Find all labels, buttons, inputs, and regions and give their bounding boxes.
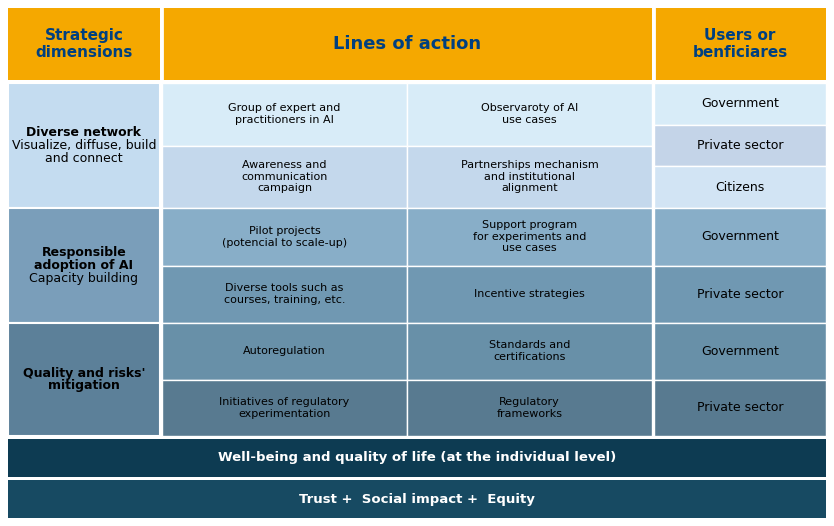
Text: Pilot projects
(potencial to scale-up): Pilot projects (potencial to scale-up) bbox=[222, 226, 347, 248]
Text: Diverse tools such as
courses, training, etc.: Diverse tools such as courses, training,… bbox=[224, 284, 345, 305]
Bar bbox=[8, 8, 160, 80]
Bar bbox=[654, 83, 826, 125]
Bar bbox=[654, 266, 826, 323]
Text: Private sector: Private sector bbox=[696, 401, 783, 414]
Bar bbox=[654, 166, 826, 208]
Text: Private sector: Private sector bbox=[696, 288, 783, 301]
Bar bbox=[407, 266, 652, 323]
Text: Strategic
dimensions: Strategic dimensions bbox=[35, 28, 133, 60]
Bar bbox=[407, 208, 652, 266]
Text: and connect: and connect bbox=[45, 152, 123, 165]
Bar bbox=[407, 323, 652, 379]
Bar bbox=[8, 83, 160, 208]
Bar bbox=[8, 208, 160, 323]
Bar bbox=[162, 83, 407, 146]
Text: Capacity building: Capacity building bbox=[29, 272, 138, 285]
Bar bbox=[162, 266, 407, 323]
Text: Government: Government bbox=[701, 345, 779, 358]
Text: Partnerships mechanism
and institutional
alignment: Partnerships mechanism and institutional… bbox=[460, 160, 598, 194]
Bar bbox=[654, 323, 826, 379]
Bar bbox=[8, 480, 826, 518]
Text: Visualize, diffuse, build: Visualize, diffuse, build bbox=[12, 139, 156, 152]
Text: Incentive strategies: Incentive strategies bbox=[474, 289, 585, 299]
Text: Users or
benficiares: Users or benficiares bbox=[692, 28, 787, 60]
Bar bbox=[407, 83, 652, 146]
Bar bbox=[407, 379, 652, 436]
Text: adoption of AI: adoption of AI bbox=[34, 259, 133, 272]
Bar bbox=[8, 439, 826, 477]
Bar bbox=[162, 379, 407, 436]
Text: Government: Government bbox=[701, 97, 779, 110]
Bar bbox=[162, 323, 407, 379]
Bar bbox=[162, 146, 407, 208]
Bar bbox=[654, 379, 826, 436]
Text: Regulatory
frameworks: Regulatory frameworks bbox=[496, 397, 562, 419]
Text: Autoregulation: Autoregulation bbox=[244, 346, 326, 356]
Text: Trust +  Social impact +  Equity: Trust + Social impact + Equity bbox=[299, 492, 535, 505]
Bar bbox=[162, 208, 407, 266]
Bar bbox=[162, 8, 652, 80]
Text: mitigation: mitigation bbox=[48, 379, 120, 392]
Text: Diverse network: Diverse network bbox=[27, 126, 142, 139]
Text: Observaroty of AI
use cases: Observaroty of AI use cases bbox=[481, 104, 578, 125]
Bar bbox=[8, 323, 160, 436]
Bar bbox=[654, 208, 826, 266]
Text: Initiatives of regulatory
experimentation: Initiatives of regulatory experimentatio… bbox=[219, 397, 349, 419]
Text: Government: Government bbox=[701, 230, 779, 243]
Text: Support program
for experiments and
use cases: Support program for experiments and use … bbox=[473, 220, 586, 254]
Text: Well-being and quality of life (at the individual level): Well-being and quality of life (at the i… bbox=[218, 451, 616, 464]
Text: Private sector: Private sector bbox=[696, 139, 783, 152]
Text: Responsible: Responsible bbox=[42, 246, 127, 259]
Bar bbox=[407, 146, 652, 208]
Bar bbox=[654, 125, 826, 166]
Text: Quality and risks': Quality and risks' bbox=[23, 367, 145, 379]
Text: Citizens: Citizens bbox=[716, 180, 765, 194]
Text: Awareness and
communication
campaign: Awareness and communication campaign bbox=[241, 160, 328, 194]
Text: Lines of action: Lines of action bbox=[333, 35, 481, 53]
Text: Group of expert and
practitioners in AI: Group of expert and practitioners in AI bbox=[229, 104, 340, 125]
Bar bbox=[654, 8, 826, 80]
Text: Standards and
certifications: Standards and certifications bbox=[489, 340, 570, 362]
